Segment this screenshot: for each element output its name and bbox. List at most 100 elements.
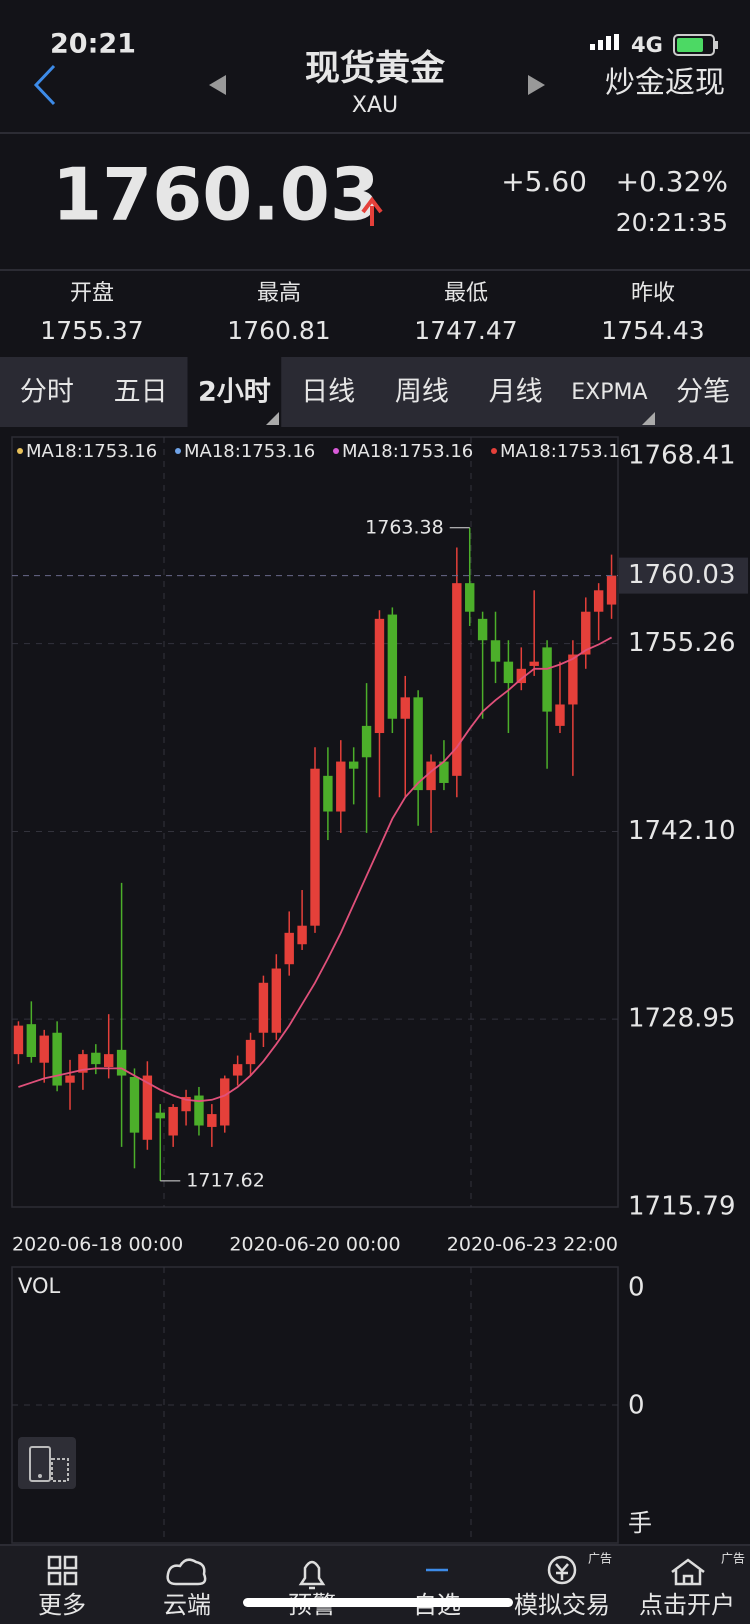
nav-item[interactable]: 点击开户 bbox=[639, 1591, 735, 1619]
x-tick-label: 2020-06-18 00:00 bbox=[12, 1234, 183, 1256]
candle-body bbox=[374, 618, 385, 734]
candle-body bbox=[400, 697, 410, 719]
prev-button[interactable] bbox=[209, 75, 226, 95]
price: 1760.03 bbox=[52, 153, 380, 237]
nav-item[interactable]: 云端 bbox=[163, 1591, 211, 1619]
candle-body bbox=[336, 761, 346, 812]
active-tab-background bbox=[187, 357, 282, 427]
candle-body bbox=[297, 925, 307, 945]
candle-body bbox=[426, 761, 436, 791]
candle-body bbox=[65, 1075, 75, 1083]
stat-label: 最高 bbox=[257, 281, 301, 306]
candle-body bbox=[439, 761, 449, 783]
candle-body bbox=[323, 775, 333, 812]
legend-label: MA18:1753.16 bbox=[184, 441, 315, 462]
price-change: +5.60 bbox=[501, 165, 587, 198]
promo-link[interactable]: 炒金返现 bbox=[605, 66, 725, 101]
candle-body bbox=[232, 1064, 243, 1076]
stat-value: 1754.43 bbox=[601, 316, 704, 345]
candle-body bbox=[104, 1054, 114, 1067]
up-arrow bbox=[361, 196, 383, 226]
tab[interactable]: 分笔 bbox=[676, 377, 730, 408]
home-indicator bbox=[243, 1598, 513, 1607]
candle-body bbox=[245, 1039, 256, 1065]
tab[interactable]: 分时 bbox=[20, 377, 74, 408]
tab[interactable]: 2小时 bbox=[198, 377, 271, 408]
y-tick-label: 1715.79 bbox=[628, 1192, 736, 1222]
nav-item[interactable]: 更多 bbox=[38, 1591, 86, 1619]
candlestick-chart: 1768.41 1755.26 1742.10 1728.95 1715.79 MA18:… bbox=[12, 441, 748, 1256]
candle-body bbox=[542, 647, 552, 712]
last-price-box bbox=[619, 557, 748, 594]
volume-axis-label: 0 bbox=[628, 1273, 645, 1303]
status-time: 20:21 bbox=[50, 29, 136, 60]
tab[interactable]: EXPMA bbox=[571, 380, 647, 405]
candle-body bbox=[258, 982, 269, 1033]
candle-body bbox=[465, 583, 475, 612]
next-button[interactable] bbox=[528, 75, 545, 95]
high-label: 1763.38 bbox=[365, 516, 444, 538]
nav-item[interactable]: 模拟交易 bbox=[514, 1591, 610, 1619]
tab[interactable]: 日线 bbox=[301, 377, 355, 408]
candle-body bbox=[348, 761, 359, 769]
volume-title: VOL bbox=[18, 1274, 61, 1298]
volume-unit: 手 bbox=[628, 1509, 652, 1537]
tab[interactable]: 月线 bbox=[489, 377, 543, 408]
candle-body bbox=[516, 668, 526, 684]
tab-menu-indicator bbox=[642, 412, 655, 425]
legend-dot bbox=[175, 448, 181, 454]
back-button[interactable] bbox=[33, 64, 56, 106]
legend-dot bbox=[333, 448, 339, 454]
candle-body bbox=[568, 654, 578, 705]
network-label: 4G bbox=[631, 33, 663, 57]
nav-icons bbox=[47, 1555, 705, 1590]
candle-body bbox=[116, 1049, 127, 1076]
moving-average-line bbox=[18, 636, 613, 1103]
chart-frame bbox=[11, 436, 619, 1208]
y-tick-label: 1742.10 bbox=[628, 816, 736, 846]
candle-body bbox=[606, 575, 617, 605]
page-subtitle: XAU bbox=[352, 93, 398, 118]
stat-value: 1760.81 bbox=[227, 316, 330, 345]
candle-body bbox=[503, 661, 514, 684]
volume-axis-label: 0 bbox=[628, 1391, 645, 1421]
tab-bar bbox=[0, 357, 750, 427]
candle-body bbox=[78, 1054, 88, 1073]
stat-label: 昨收 bbox=[631, 281, 675, 306]
y-tick-label: 1755.26 bbox=[628, 628, 736, 658]
stat-value: 1755.37 bbox=[40, 316, 143, 345]
candle-body bbox=[361, 725, 372, 758]
ad-tag: 广告 bbox=[721, 1552, 745, 1566]
tabs: 分时 五日 2小时 日线 周线 月线 EXPMA 分笔 bbox=[20, 357, 730, 427]
nav-bar bbox=[0, 1545, 750, 1624]
tab-menu-indicator bbox=[266, 412, 279, 425]
stat-label: 最低 bbox=[444, 281, 488, 306]
candle-body bbox=[581, 611, 591, 655]
candle-body bbox=[387, 614, 398, 719]
rotate-button[interactable] bbox=[18, 1437, 76, 1489]
candle-body bbox=[413, 697, 423, 791]
page-title: 现货黄金 bbox=[305, 48, 446, 89]
candle-body bbox=[477, 618, 488, 641]
y-tick-label: 1768.41 bbox=[628, 441, 736, 471]
candle-body bbox=[452, 583, 462, 776]
low-label: 1717.62 bbox=[186, 1169, 265, 1191]
tab[interactable]: 周线 bbox=[395, 377, 449, 408]
legend-label: MA18:1753.16 bbox=[342, 441, 473, 462]
ad-tag: 广告 bbox=[588, 1552, 612, 1566]
candle-body bbox=[13, 1025, 24, 1055]
legend-label: MA18:1753.16 bbox=[26, 441, 157, 462]
candle-body bbox=[155, 1112, 165, 1119]
candle-body bbox=[142, 1075, 153, 1140]
candle-body bbox=[52, 1032, 62, 1086]
legend-dot bbox=[17, 448, 23, 454]
candle-body bbox=[26, 1024, 37, 1057]
candle-body bbox=[181, 1096, 191, 1112]
candle-body bbox=[529, 661, 539, 666]
stat-value: 1747.47 bbox=[414, 316, 517, 345]
tab[interactable]: 五日 bbox=[114, 377, 168, 408]
candle-body bbox=[490, 640, 501, 662]
candle-body bbox=[271, 968, 282, 1033]
legend-label: MA18:1753.16 bbox=[500, 441, 631, 462]
